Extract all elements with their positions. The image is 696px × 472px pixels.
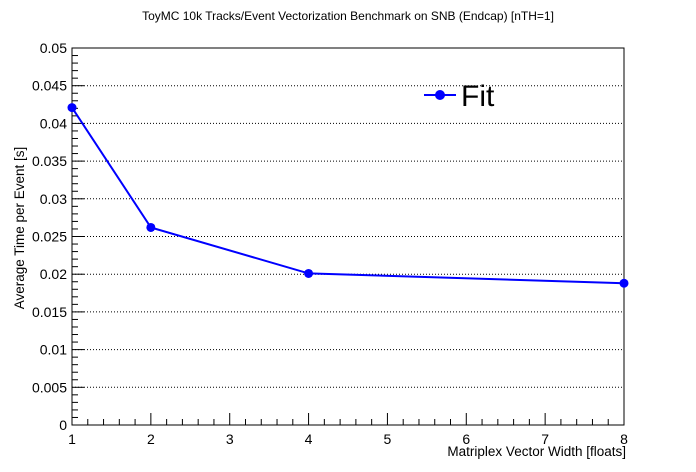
series-line-fit — [71, 107, 625, 285]
data-point — [67, 103, 77, 113]
y-axis-label: Average Time per Event [s] — [12, 147, 27, 310]
y-tick-label: 0.05 — [40, 40, 67, 56]
legend: Fit — [424, 80, 495, 113]
x-tick-label: 3 — [226, 431, 234, 447]
y-tick-label: 0.035 — [32, 153, 67, 169]
x-tick-label: 8 — [620, 431, 628, 447]
data-point — [146, 222, 156, 232]
y-tick-label: 0.04 — [40, 115, 67, 131]
data-point — [304, 268, 314, 278]
x-tick-label: 2 — [147, 431, 155, 447]
y-tick-label: 0.045 — [32, 78, 67, 94]
x-axis-label: Matriplex Vector Width [floats] — [447, 444, 626, 459]
y-axis: 0 0.005 0.01 0.015 0.02 0.025 0.03 0.035 0.04 0.0… — [32, 40, 84, 433]
legend-label-fit: Fit — [461, 80, 495, 113]
legend-marker — [435, 90, 445, 100]
x-tick-label: 7 — [541, 431, 549, 447]
series-layer — [67, 103, 629, 288]
chart-title: ToyMC 10k Tracks/Event Vectorization Ben… — [142, 9, 554, 23]
y-tick-label: 0.025 — [32, 229, 67, 245]
x-tick-label: 5 — [384, 431, 392, 447]
x-tick-label: 6 — [462, 431, 470, 447]
y-tick-label: 0 — [59, 417, 67, 433]
x-axis: 1 2 3 4 5 6 7 8 — [68, 413, 628, 447]
y-tick-label: 0.02 — [40, 266, 67, 282]
y-tick-label: 0.005 — [32, 379, 67, 395]
y-tick-label: 0.015 — [32, 304, 67, 320]
x-tick-label: 1 — [68, 431, 76, 447]
data-point — [619, 278, 629, 288]
x-tick-label: 4 — [305, 431, 313, 447]
y-tick-label: 0.01 — [40, 342, 67, 358]
y-tick-label: 0.03 — [40, 191, 67, 207]
